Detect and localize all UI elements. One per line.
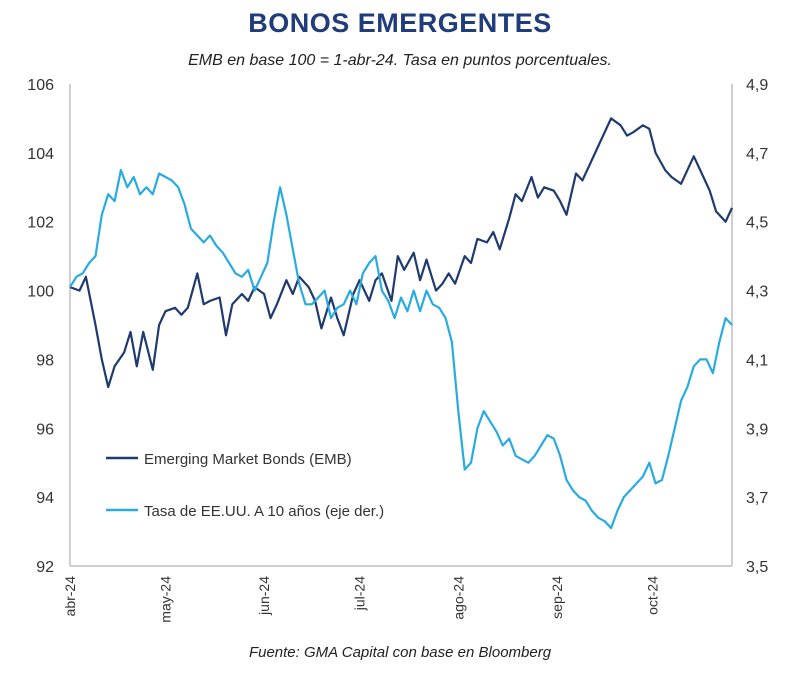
- y-right-tick-label: 4,7: [746, 146, 768, 163]
- y-left-tick-label: 106: [27, 77, 54, 94]
- y-right-tick-label: 4,9: [746, 77, 768, 94]
- y-left-tick-label: 102: [27, 215, 54, 232]
- y-left-tick-label: 100: [27, 284, 54, 301]
- y-right-tick-label: 3,9: [746, 421, 768, 438]
- y-right-tick-label: 4,1: [746, 352, 768, 369]
- y-right-tick-label: 4,5: [746, 215, 768, 232]
- legend-label: Emerging Market Bonds (EMB): [144, 451, 352, 468]
- series-line-rate: [69, 169, 733, 530]
- y-left-tick-label: 104: [27, 146, 54, 163]
- y-left-tick-label: 94: [36, 490, 54, 507]
- x-tick-label: sep-24: [549, 576, 565, 619]
- y-right-tick-label: 3,7: [746, 490, 768, 507]
- y-right-tick-label: 4,3: [746, 284, 768, 301]
- series-line-emb: [69, 117, 733, 389]
- chart-subtitle: EMB en base 100 = 1-abr-24. Tasa en punt…: [188, 52, 612, 69]
- chart-title: BONOS EMERGENTES: [248, 8, 552, 38]
- x-tick-label: ago-24: [450, 576, 466, 620]
- y-left-tick-label: 92: [36, 559, 54, 576]
- legend-label: Tasa de EE.UU. A 10 años (eje der.): [144, 503, 384, 520]
- x-tick-label: oct-24: [644, 576, 660, 615]
- y-left-tick-label: 96: [36, 421, 54, 438]
- x-tick-label: may-24: [157, 576, 173, 623]
- y-left-tick-label: 98: [36, 352, 54, 369]
- x-tick-label: abr-24: [62, 576, 78, 617]
- chart-source: Fuente: GMA Capital con base en Bloomber…: [248, 644, 552, 661]
- y-right-tick-label: 3,5: [746, 559, 768, 576]
- x-tick-label: jun-24: [256, 576, 272, 616]
- x-tick-label: jul-24: [352, 576, 368, 611]
